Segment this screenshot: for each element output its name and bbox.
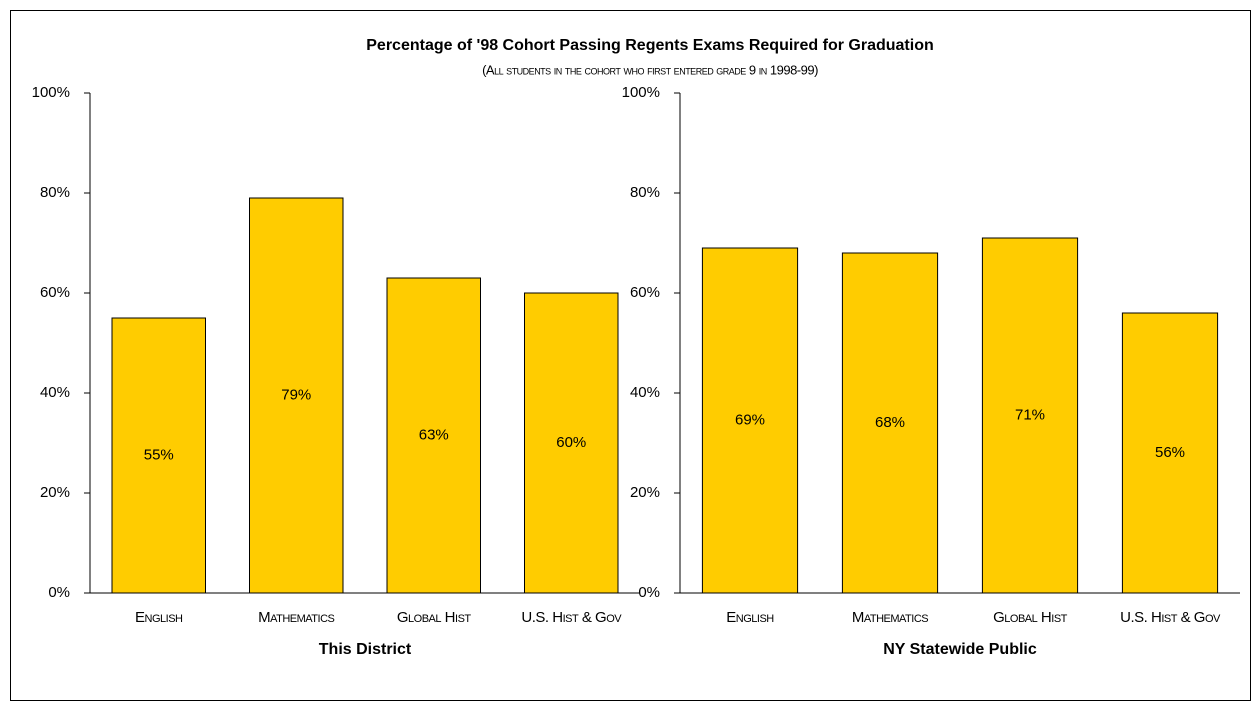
frame <box>10 10 1251 701</box>
x-axis-label: NY Statewide Public <box>883 641 1037 658</box>
y-tick-label: 60% <box>630 284 660 301</box>
bar <box>249 197 344 594</box>
y-tick-label: 40% <box>630 384 660 401</box>
x-tick-label: Mathematics <box>258 609 334 626</box>
y-tick-label: 100% <box>32 84 70 101</box>
value-label: 60% <box>556 434 586 451</box>
chart-subtitle: (All students in the cohort who first en… <box>482 62 818 77</box>
bar <box>111 317 206 594</box>
value-label: 55% <box>144 446 174 463</box>
value-label: 56% <box>1155 444 1185 461</box>
y-tick-label: 0% <box>48 584 70 601</box>
x-tick-label: U.S. Hist & Gov <box>521 609 622 626</box>
y-tick-label: 20% <box>40 484 70 501</box>
value-label: 79% <box>281 386 311 403</box>
x-axis-label: This District <box>319 641 412 658</box>
bar <box>1121 312 1219 594</box>
y-tick-label: 100% <box>622 84 660 101</box>
value-label: 69% <box>735 411 765 428</box>
x-tick-label: English <box>135 609 183 626</box>
y-tick-label: 60% <box>40 284 70 301</box>
y-tick-label: 20% <box>630 484 660 501</box>
y-tick-label: 80% <box>630 184 660 201</box>
chart-title: Percentage of '98 Cohort Passing Regents… <box>366 37 934 54</box>
value-label: 63% <box>419 426 449 443</box>
x-tick-label: English <box>726 609 774 626</box>
x-tick-label: Global Hist <box>397 609 472 626</box>
bar <box>386 277 481 594</box>
bar <box>701 247 799 594</box>
x-tick-label: Global Hist <box>993 609 1068 626</box>
y-tick-label: 80% <box>40 184 70 201</box>
value-label: 68% <box>875 414 905 431</box>
x-tick-label: U.S. Hist & Gov <box>1120 609 1221 626</box>
y-tick-label: 40% <box>40 384 70 401</box>
bar <box>981 237 1079 594</box>
y-tick-label: 0% <box>638 584 660 601</box>
x-tick-label: Mathematics <box>852 609 928 626</box>
value-label: 71% <box>1015 406 1045 423</box>
bar <box>841 252 939 594</box>
